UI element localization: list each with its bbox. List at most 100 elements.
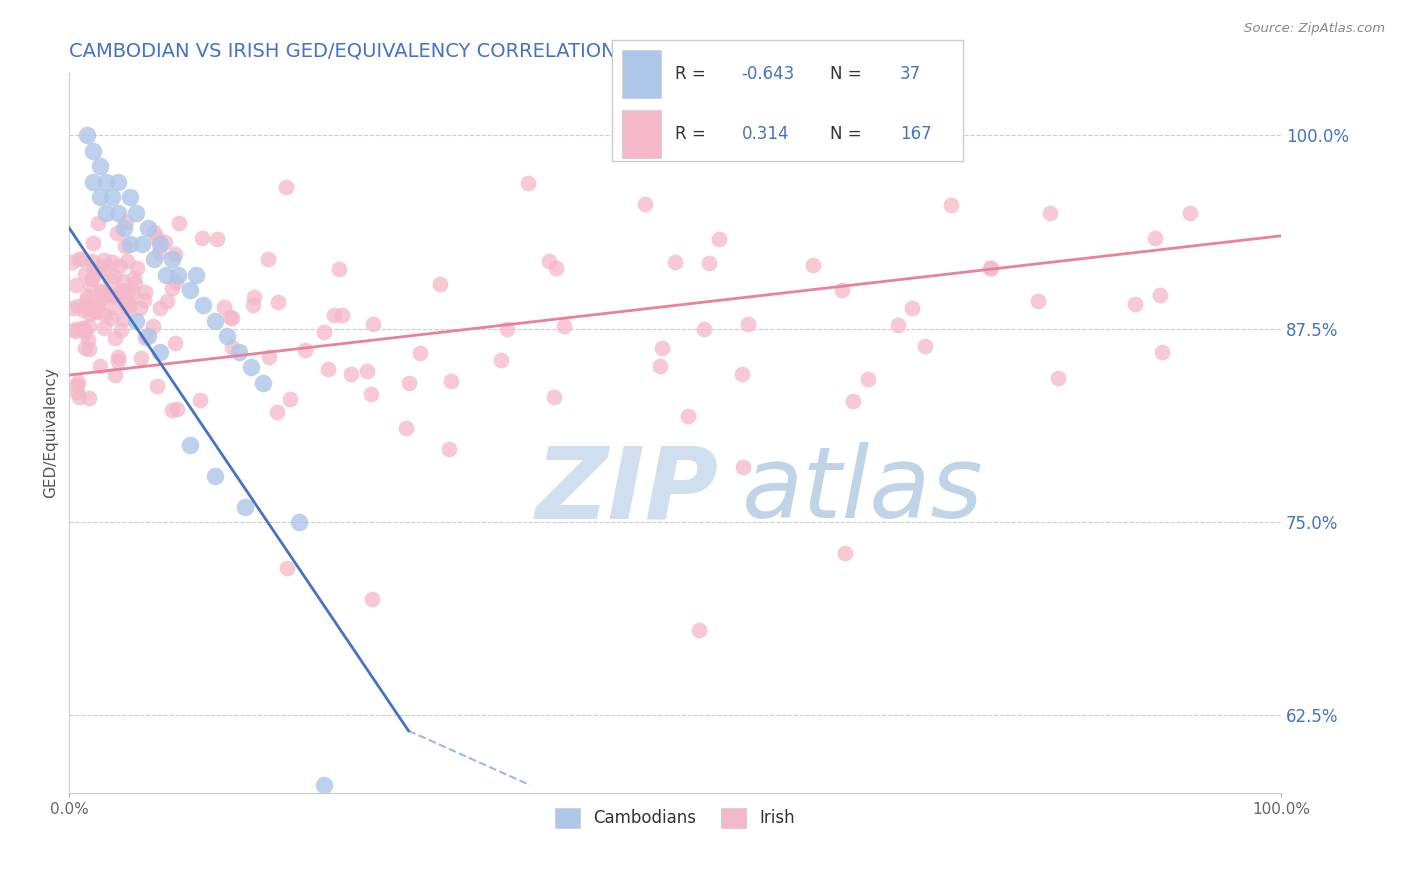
Point bbox=[107, 205, 129, 219]
Point bbox=[221, 341, 243, 355]
Point bbox=[165, 335, 187, 350]
Point bbox=[73, 341, 96, 355]
Point bbox=[322, 309, 344, 323]
Point bbox=[115, 296, 138, 310]
Point bbox=[79, 307, 101, 321]
Point bbox=[105, 288, 128, 302]
Point bbox=[75, 325, 97, 339]
Point bbox=[146, 378, 169, 392]
Point bbox=[115, 298, 138, 312]
Point bbox=[887, 318, 910, 333]
Point bbox=[356, 364, 378, 378]
Point bbox=[398, 376, 420, 390]
Point bbox=[204, 314, 226, 328]
Point bbox=[143, 252, 166, 266]
Point bbox=[340, 367, 363, 381]
Point bbox=[1125, 296, 1147, 310]
Point bbox=[70, 321, 93, 335]
Point bbox=[163, 247, 186, 261]
Point bbox=[212, 300, 235, 314]
Legend: Cambodians, Irish: Cambodians, Irish bbox=[548, 801, 801, 835]
Point bbox=[155, 268, 177, 282]
Point bbox=[105, 226, 128, 240]
Text: atlas: atlas bbox=[742, 442, 983, 539]
Point bbox=[149, 236, 172, 251]
Point bbox=[312, 778, 335, 792]
Text: 0.314: 0.314 bbox=[742, 125, 789, 143]
Point bbox=[553, 319, 575, 334]
Point bbox=[166, 402, 188, 417]
Point bbox=[115, 215, 138, 229]
Point bbox=[429, 277, 451, 291]
Point bbox=[93, 308, 115, 322]
Point bbox=[215, 329, 238, 343]
Point bbox=[634, 197, 657, 211]
Point bbox=[495, 321, 517, 335]
Point bbox=[86, 300, 108, 314]
Point bbox=[179, 437, 201, 451]
Point bbox=[82, 175, 104, 189]
Point bbox=[914, 339, 936, 353]
Point bbox=[112, 221, 135, 235]
Point bbox=[191, 298, 214, 312]
Point bbox=[1152, 345, 1174, 359]
FancyBboxPatch shape bbox=[621, 110, 661, 158]
Point bbox=[148, 245, 170, 260]
Point bbox=[252, 376, 274, 390]
Point bbox=[167, 268, 190, 282]
Point bbox=[149, 344, 172, 359]
Point bbox=[76, 289, 98, 303]
Point bbox=[122, 271, 145, 285]
Point bbox=[93, 288, 115, 302]
Point bbox=[831, 283, 853, 297]
Point bbox=[980, 260, 1002, 275]
Point bbox=[86, 304, 108, 318]
Point bbox=[104, 288, 127, 302]
Point bbox=[160, 402, 183, 417]
Point bbox=[115, 254, 138, 268]
Point bbox=[93, 321, 115, 335]
Point bbox=[489, 353, 512, 368]
Point bbox=[1039, 206, 1062, 220]
Point bbox=[395, 420, 418, 434]
Point bbox=[107, 175, 129, 189]
Point bbox=[94, 205, 117, 219]
Point bbox=[124, 276, 146, 290]
Point bbox=[89, 159, 111, 173]
Point bbox=[233, 500, 256, 514]
Text: N =: N = bbox=[830, 125, 866, 143]
Point bbox=[190, 231, 212, 245]
Point bbox=[204, 468, 226, 483]
Point bbox=[100, 287, 122, 301]
Point bbox=[278, 392, 301, 407]
Point bbox=[77, 342, 100, 356]
Point bbox=[77, 391, 100, 405]
Point bbox=[939, 198, 962, 212]
Point bbox=[114, 300, 136, 314]
Point bbox=[288, 515, 311, 529]
Point bbox=[186, 268, 208, 282]
Text: Source: ZipAtlas.com: Source: ZipAtlas.com bbox=[1244, 22, 1385, 36]
Point bbox=[73, 298, 96, 312]
Point bbox=[125, 260, 148, 275]
Point bbox=[90, 285, 112, 300]
Point bbox=[228, 344, 250, 359]
Point bbox=[76, 333, 98, 347]
Point bbox=[841, 393, 863, 408]
Point bbox=[1026, 293, 1049, 308]
Point bbox=[60, 255, 83, 269]
Point bbox=[257, 350, 280, 364]
Point bbox=[1046, 371, 1069, 385]
Point bbox=[65, 277, 87, 292]
Point bbox=[80, 272, 103, 286]
Point bbox=[142, 318, 165, 333]
Point bbox=[136, 329, 159, 343]
Point bbox=[156, 293, 179, 308]
Point bbox=[149, 301, 172, 316]
Point bbox=[538, 254, 561, 268]
Point bbox=[543, 391, 565, 405]
Point bbox=[117, 285, 139, 299]
Point bbox=[330, 309, 353, 323]
Point bbox=[692, 322, 714, 336]
Point bbox=[118, 190, 141, 204]
